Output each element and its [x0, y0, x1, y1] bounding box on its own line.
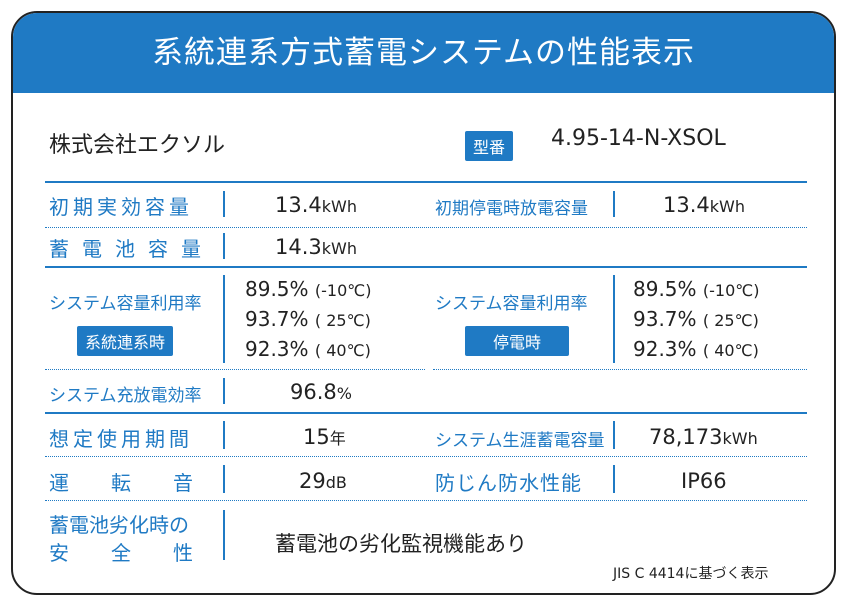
separator — [613, 191, 615, 217]
divider — [45, 412, 807, 414]
utilization-grid-values: 89.5% (-10℃) 93.7% ( 25℃) 92.3% ( 40℃) — [245, 275, 372, 365]
separator — [613, 421, 615, 449]
separator — [223, 233, 225, 259]
model-badge: 型番 — [465, 131, 514, 161]
initial-capacity-label: 初期実効容量 — [49, 195, 193, 219]
efficiency-value: 96.8% — [290, 380, 352, 404]
separator — [223, 275, 225, 363]
lifetime-storage-label: システム生涯蓄電容量 — [435, 431, 605, 451]
separator — [223, 465, 225, 493]
outage-capacity-value: 13.4kWh — [663, 193, 745, 217]
protection-value: IP66 — [681, 469, 727, 493]
utilization-outage-value-2: 93.7% ( 25℃) — [633, 307, 759, 331]
separator — [223, 378, 225, 404]
utilization-grid-value-3: 92.3% ( 40℃) — [245, 337, 371, 361]
initial-capacity-value: 13.4kWh — [275, 193, 357, 217]
model-number: 4.95-14-N-XSOL — [551, 126, 726, 151]
separator — [223, 510, 225, 560]
divider — [433, 369, 807, 370]
safety-label-line1: 蓄電池劣化時の — [49, 513, 189, 537]
utilization-outage-value-3: 92.3% ( 40℃) — [633, 337, 759, 361]
protection-label: 防じん防水性能 — [435, 471, 582, 495]
battery-capacity-value: 14.3kWh — [275, 235, 357, 259]
divider — [45, 266, 807, 268]
performance-label-card: 系統連系方式蓄電システムの性能表示 株式会社エクソル 型番 4.95-14-N-… — [11, 11, 836, 595]
separator — [613, 465, 615, 493]
page-title: 系統連系方式蓄電システムの性能表示 — [13, 13, 834, 93]
company-name: 株式会社エクソル — [49, 133, 226, 158]
lifetime-value: 15年 — [303, 425, 346, 449]
utilization-grid-value-1: 89.5% (-10℃) — [245, 277, 372, 301]
standard-footnote: JIS C 4414に基づく表示 — [613, 566, 769, 582]
noise-value: 29dB — [299, 469, 347, 493]
outage-badge: 停電時 — [465, 326, 570, 356]
divider — [45, 369, 425, 370]
noise-label: 運転音 — [49, 471, 235, 495]
efficiency-label: システム充放電効率 — [49, 386, 202, 406]
divider — [45, 456, 807, 457]
utilization-outage-values: 89.5% (-10℃) 93.7% ( 25℃) 92.3% ( 40℃) — [633, 275, 760, 365]
divider — [45, 181, 807, 183]
utilization-grid-value-2: 93.7% ( 25℃) — [245, 307, 371, 331]
grid-connected-badge: 系統連系時 — [77, 326, 174, 356]
safety-label-line2: 安全性 — [49, 541, 235, 565]
utilization-grid-label: システム容量利用率 — [49, 294, 202, 314]
utilization-outage-value-1: 89.5% (-10℃) — [633, 277, 760, 301]
divider — [45, 500, 807, 501]
lifetime-label: 想定使用期間 — [49, 427, 193, 451]
lifetime-storage-value: 78,173kWh — [649, 425, 758, 449]
safety-value: 蓄電池の劣化監視機能あり — [275, 532, 527, 556]
separator — [613, 275, 615, 363]
outage-capacity-label: 初期停電時放電容量 — [435, 199, 588, 219]
separator — [223, 191, 225, 217]
separator — [223, 421, 225, 449]
battery-capacity-label: 蓄電池容量 — [49, 237, 214, 261]
divider — [45, 227, 807, 228]
utilization-outage-label: システム容量利用率 — [435, 294, 588, 314]
